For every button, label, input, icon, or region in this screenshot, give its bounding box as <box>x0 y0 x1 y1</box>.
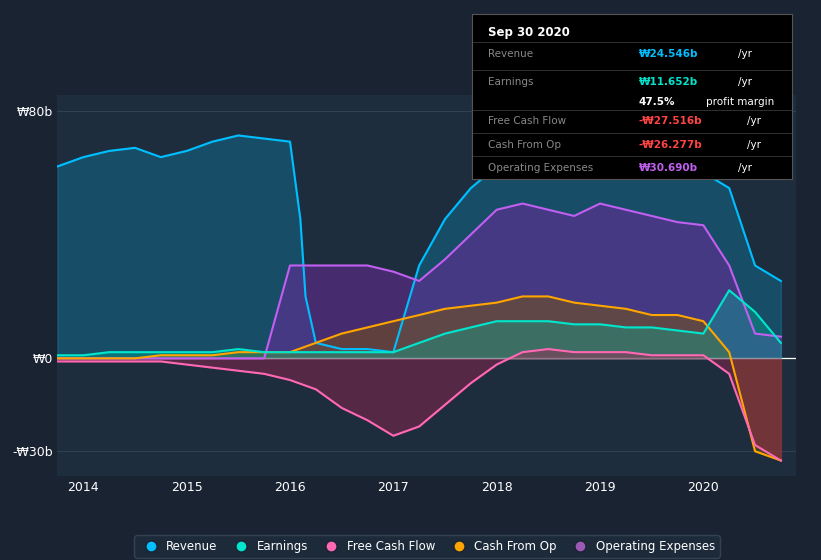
Text: profit margin: profit margin <box>706 97 774 106</box>
Text: 47.5%: 47.5% <box>639 97 675 106</box>
Text: /yr: /yr <box>738 77 752 87</box>
Text: ₩24.546b: ₩24.546b <box>639 49 698 59</box>
Text: -₩26.277b: -₩26.277b <box>639 139 702 150</box>
Text: Earnings: Earnings <box>488 77 534 87</box>
Text: /yr: /yr <box>738 49 752 59</box>
Text: -₩27.516b: -₩27.516b <box>639 116 702 127</box>
Text: ₩30.690b: ₩30.690b <box>639 163 698 172</box>
Text: Cash From Op: Cash From Op <box>488 139 561 150</box>
Text: Revenue: Revenue <box>488 49 533 59</box>
Text: Sep 30 2020: Sep 30 2020 <box>488 26 570 39</box>
Text: ₩11.652b: ₩11.652b <box>639 77 698 87</box>
Text: /yr: /yr <box>747 116 761 127</box>
Text: Operating Expenses: Operating Expenses <box>488 163 594 172</box>
Text: /yr: /yr <box>738 163 752 172</box>
Text: Free Cash Flow: Free Cash Flow <box>488 116 566 127</box>
Text: /yr: /yr <box>747 139 761 150</box>
Legend: Revenue, Earnings, Free Cash Flow, Cash From Op, Operating Expenses: Revenue, Earnings, Free Cash Flow, Cash … <box>135 535 719 558</box>
